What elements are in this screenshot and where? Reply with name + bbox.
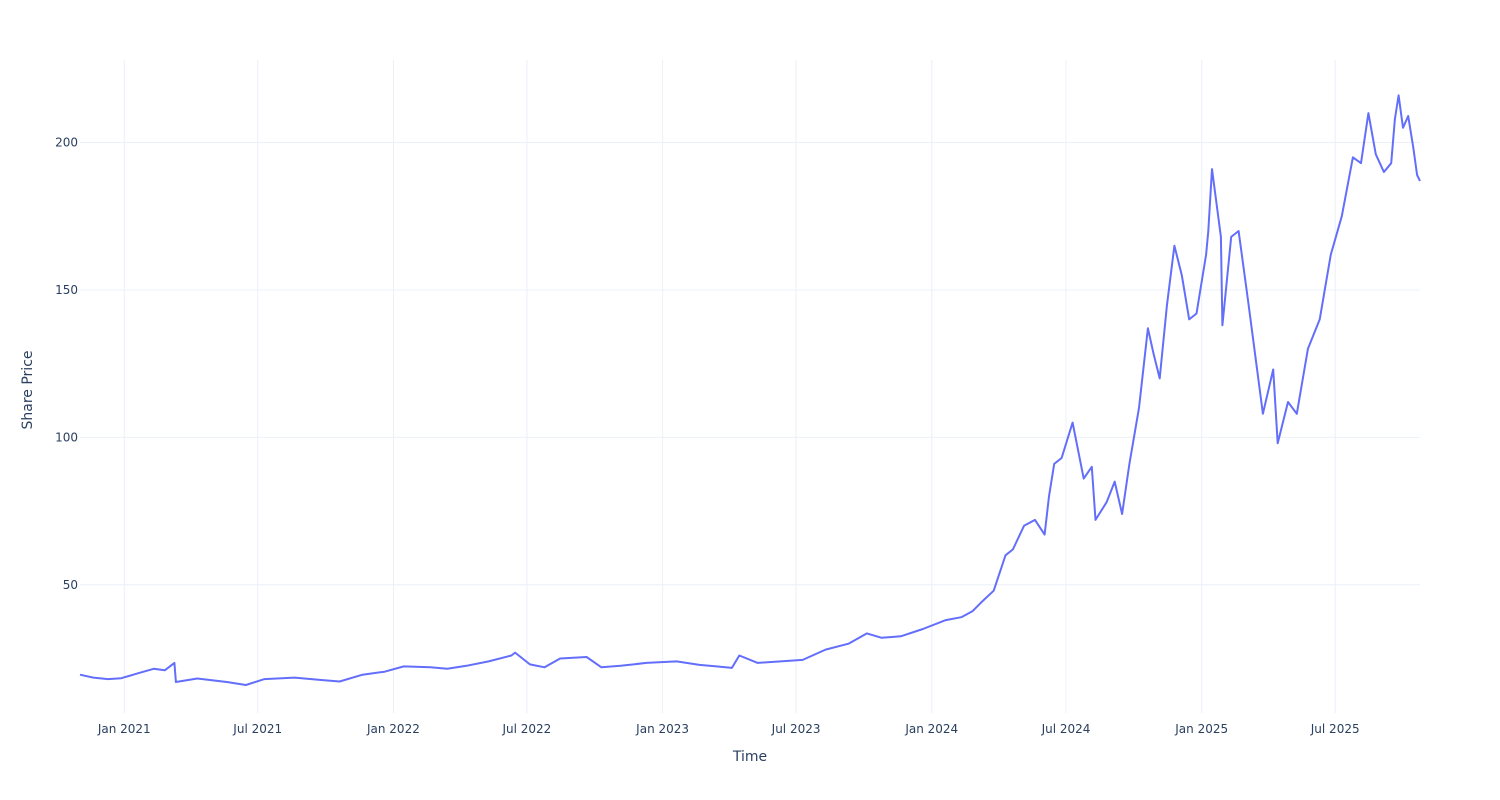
x-axis-title: Time — [732, 749, 767, 765]
y-gridlines — [80, 142, 1420, 586]
x-tick-label: Jul 2021 — [232, 722, 282, 736]
x-tick-label: Jan 2024 — [904, 722, 958, 736]
x-tick-label: Jul 2023 — [771, 722, 821, 736]
y-axis-title: Share Price — [20, 350, 36, 429]
y-tick-label: 150 — [55, 283, 78, 297]
x-tick-label: Jan 2022 — [366, 722, 420, 736]
x-tick-label: Jan 2021 — [97, 722, 151, 736]
x-tick-label: Jul 2024 — [1041, 722, 1091, 736]
x-tick-label: Jan 2023 — [635, 722, 689, 736]
x-tick-label: Jul 2025 — [1310, 722, 1360, 736]
x-axis-tick-labels: Jan 2021 Jul 2021 Jan 2022 Jul 2022 Jan 2023… — [97, 722, 1360, 736]
y-tick-label: 100 — [55, 430, 78, 444]
share-price-series-line — [79, 94, 1421, 686]
x-tick-label: Jan 2025 — [1174, 722, 1228, 736]
x-tick-label: Jul 2022 — [501, 722, 551, 736]
y-tick-label: 50 — [63, 578, 78, 592]
y-tick-label: 200 — [55, 136, 78, 150]
x-gridlines — [123, 60, 1336, 713]
y-axis-tick-labels: 50 100 150 200 — [55, 136, 78, 592]
